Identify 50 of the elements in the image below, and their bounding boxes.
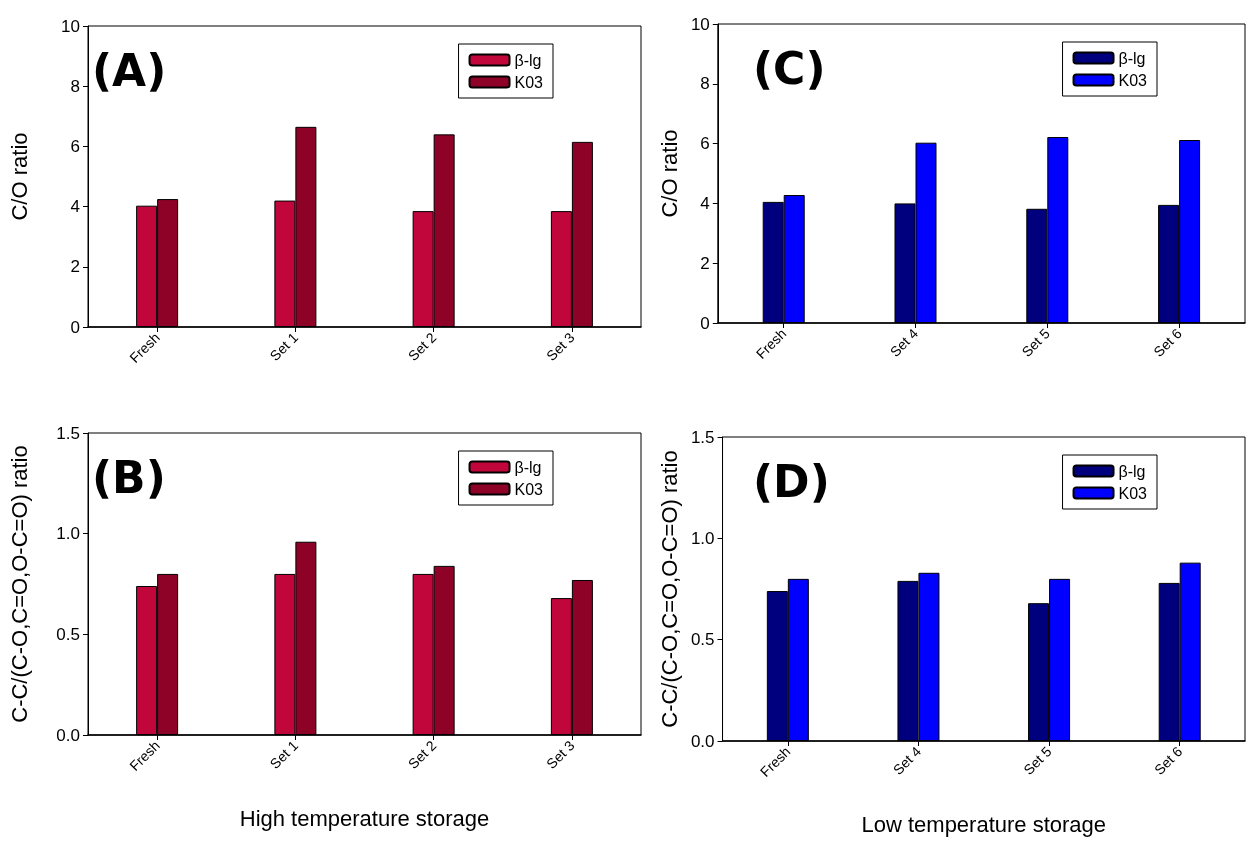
x-tick-label: Set 4 — [889, 743, 925, 778]
y-axis-title: C/O ratio — [656, 129, 682, 218]
y-tick-label: 0 — [70, 317, 80, 337]
y-tick-label: 0 — [700, 313, 710, 333]
y-axis-title: C-C/(C-O,C=O,O-C=O) ratio — [656, 450, 682, 728]
x-tick-label: Set 3 — [543, 737, 578, 772]
x-tick-label: Set 1 — [266, 737, 302, 772]
x-tick-label: Set 5 — [1020, 743, 1055, 778]
legend-label: β-lg — [1118, 49, 1146, 67]
y-tick-label: 2 — [700, 253, 710, 273]
legend-label: β-lg — [514, 51, 542, 69]
x-axis-title: High temperature storage — [239, 805, 490, 831]
y-axis-title: C/O ratio — [6, 132, 32, 221]
y-tick-label: 2 — [70, 257, 80, 277]
y-tick-label: 4 — [70, 197, 80, 217]
y-tick-label: 1.0 — [690, 528, 715, 548]
y-tick-label: 10 — [690, 14, 710, 34]
y-tick-label: 6 — [70, 136, 80, 156]
annotation: (D) — [753, 455, 830, 507]
y-tick-label: 0.0 — [56, 725, 80, 745]
legend-label: K03 — [514, 73, 544, 91]
y-tick-label: 10 — [61, 16, 80, 36]
y-tick-label: 1.5 — [690, 427, 715, 447]
annotation: (A) — [92, 44, 167, 96]
y-tick-label: 0.5 — [56, 624, 80, 644]
legend-label: β-lg — [1118, 462, 1146, 480]
x-tick-label: Set 4 — [886, 325, 922, 360]
legend-label: K03 — [514, 480, 544, 498]
y-tick-label: 6 — [700, 134, 710, 154]
x-tick-label: Set 2 — [404, 737, 440, 772]
legend-label: K03 — [1118, 71, 1148, 89]
x-tick-label: Set 6 — [1150, 325, 1185, 360]
x-tick-label: Set 6 — [1150, 743, 1186, 778]
annotation: (B) — [92, 451, 166, 503]
y-axis-title: C-C/(C-O,C=O,O-C=O) ratio — [6, 445, 32, 723]
legend-label: K03 — [1118, 484, 1148, 502]
y-tick-label: 1.0 — [56, 524, 80, 544]
y-tick-label: 0.0 — [690, 731, 715, 751]
y-tick-label: 1.5 — [56, 423, 80, 443]
y-tick-label: 8 — [70, 76, 80, 96]
y-tick-label: 0.5 — [690, 630, 715, 650]
legend-label: β-lg — [514, 458, 542, 476]
y-tick-label: 4 — [700, 193, 710, 213]
x-tick-label: Set 1 — [266, 329, 302, 364]
y-tick-label: 8 — [700, 74, 710, 94]
annotation: (C) — [753, 42, 826, 94]
x-tick-label: Set 5 — [1018, 325, 1054, 360]
x-tick-label: Set 3 — [543, 329, 578, 364]
x-axis-title: Low temperature storage — [861, 811, 1107, 837]
x-tick-label: Set 2 — [404, 329, 440, 364]
